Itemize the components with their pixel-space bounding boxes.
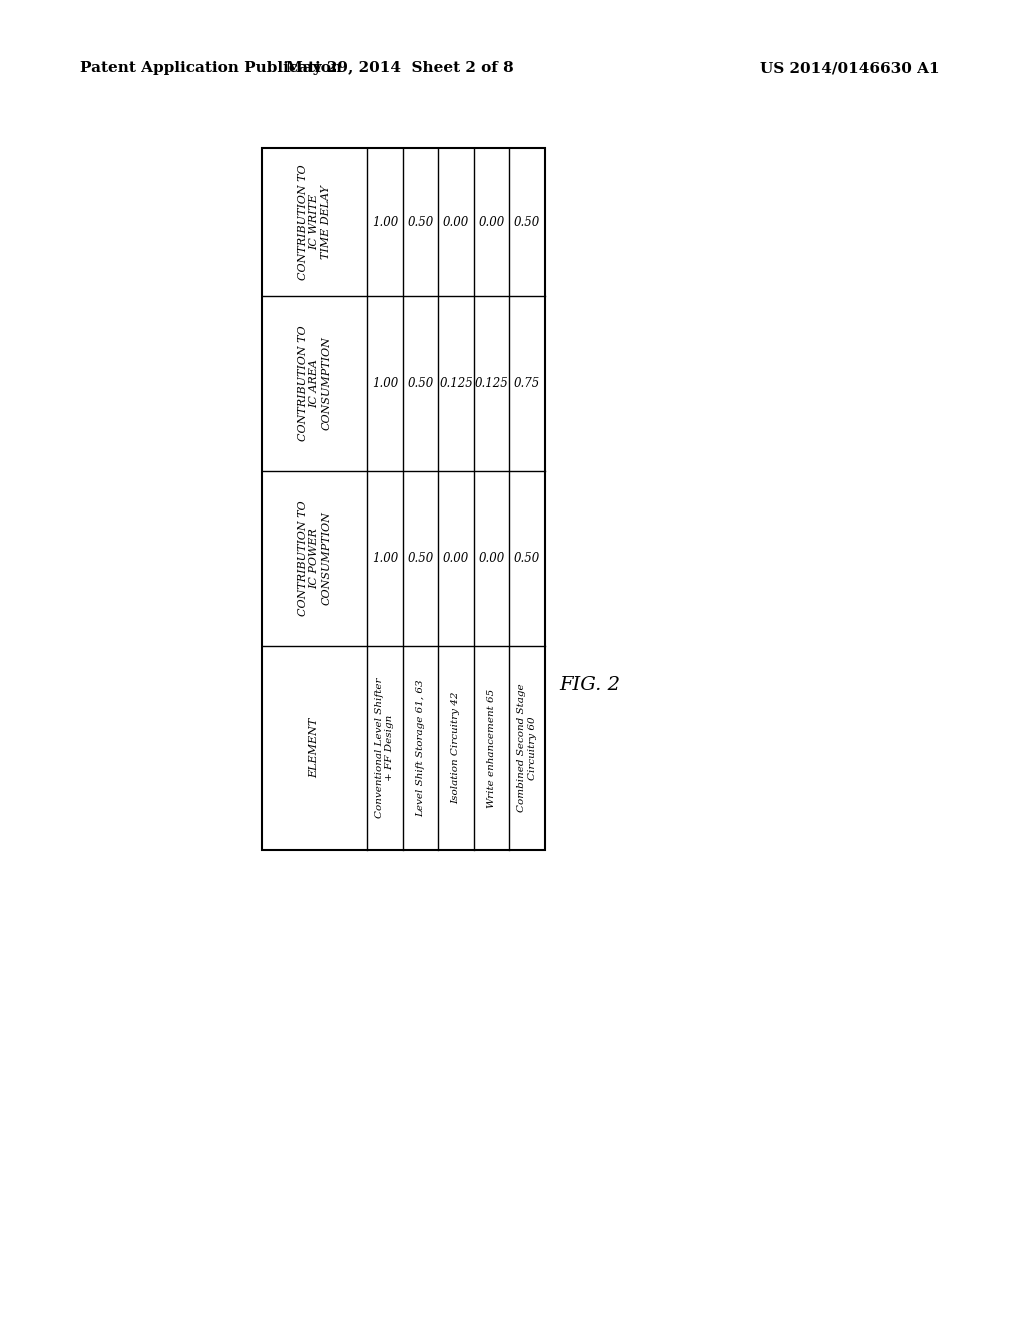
Bar	[262, 148, 545, 850]
Text: 1.00: 1.00	[372, 215, 398, 228]
Text: 0.125: 0.125	[439, 378, 473, 389]
Text: Conventional Level Shifter
+ FF Design: Conventional Level Shifter + FF Design	[375, 677, 394, 818]
Text: 0.75: 0.75	[514, 378, 541, 389]
Text: 0.50: 0.50	[408, 215, 433, 228]
Text: CONTRIBUTION TO
IC AREA
CONSUMPTION: CONTRIBUTION TO IC AREA CONSUMPTION	[298, 326, 331, 441]
Text: ELEMENT: ELEMENT	[309, 718, 319, 777]
Text: 0.00: 0.00	[478, 215, 505, 228]
Text: US 2014/0146630 A1: US 2014/0146630 A1	[760, 61, 940, 75]
Text: 0.50: 0.50	[408, 378, 433, 389]
Text: 0.00: 0.00	[442, 215, 469, 228]
Text: 0.50: 0.50	[514, 215, 541, 228]
Text: 0.00: 0.00	[478, 552, 505, 565]
Text: CONTRIBUTION TO
IC WRITE
TIME DELAY: CONTRIBUTION TO IC WRITE TIME DELAY	[298, 164, 331, 280]
Text: May 29, 2014  Sheet 2 of 8: May 29, 2014 Sheet 2 of 8	[286, 61, 514, 75]
Text: 0.50: 0.50	[408, 552, 433, 565]
Text: 1.00: 1.00	[372, 378, 398, 389]
Text: 0.00: 0.00	[442, 552, 469, 565]
Text: Combined Second Stage
Circuitry 60: Combined Second Stage Circuitry 60	[517, 684, 537, 812]
Text: 1.00: 1.00	[372, 552, 398, 565]
Text: CONTRIBUTION TO
IC POWER
CONSUMPTION: CONTRIBUTION TO IC POWER CONSUMPTION	[298, 500, 331, 616]
Text: Level Shift Storage 61, 63: Level Shift Storage 61, 63	[416, 680, 425, 817]
Text: 0.50: 0.50	[514, 552, 541, 565]
Text: 0.125: 0.125	[475, 378, 509, 389]
Text: Isolation Circuitry 42: Isolation Circuitry 42	[452, 692, 461, 804]
Text: Patent Application Publication: Patent Application Publication	[80, 61, 342, 75]
Text: FIG. 2: FIG. 2	[559, 676, 621, 694]
Text: Write enhancement 65: Write enhancement 65	[487, 688, 496, 808]
